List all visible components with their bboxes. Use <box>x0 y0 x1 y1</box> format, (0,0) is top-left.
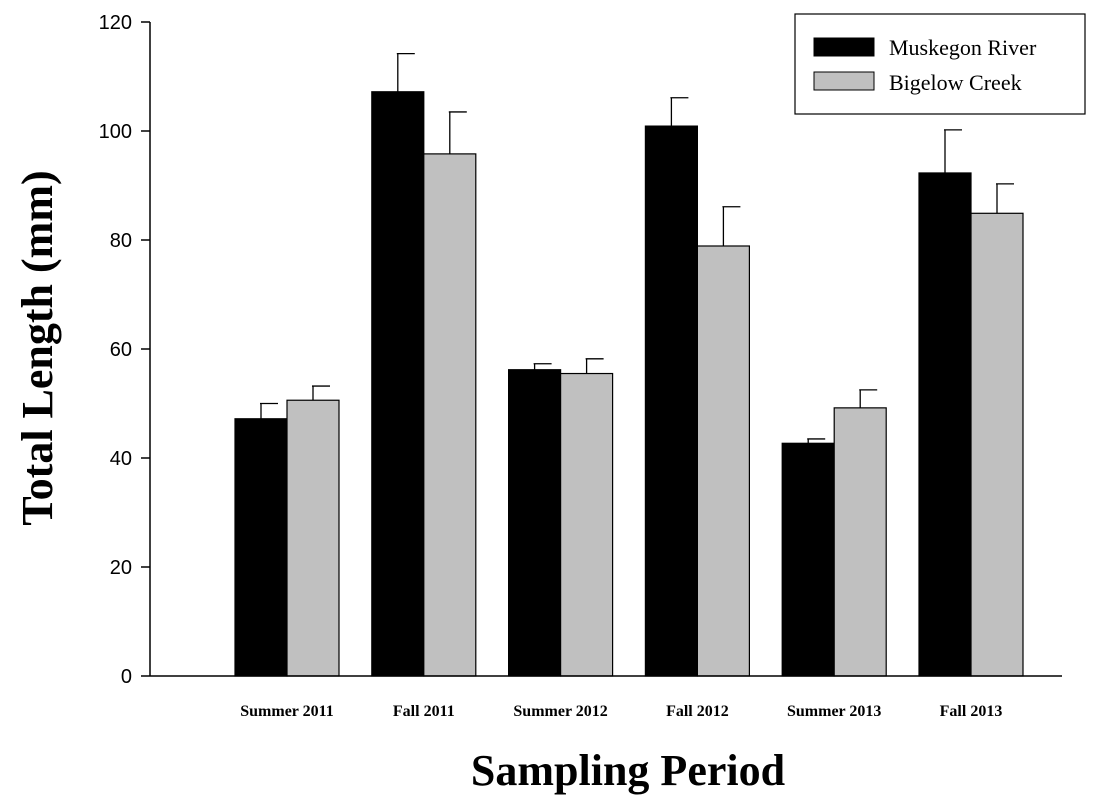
y-tick-label: 120 <box>99 12 132 34</box>
x-ticks: Summer 2011 Fall 2011 Summer 2012 Fall 2012… <box>240 703 1002 720</box>
bar-bigelow <box>696 245 751 677</box>
bar-muskegon <box>644 125 699 677</box>
bar-bigelow <box>559 372 614 677</box>
bar-muskegon <box>508 369 562 677</box>
x-tick-label: Fall 2013 <box>940 703 1003 720</box>
legend-swatch-bigelow <box>813 71 875 91</box>
x-axis-title: Sampling Period <box>471 746 785 795</box>
y-tick-label: 40 <box>110 448 132 470</box>
bar-muskegon <box>371 91 425 677</box>
x-tick-label: Fall 2012 <box>666 703 729 720</box>
bar-muskegon <box>918 172 972 677</box>
y-tick-label: 60 <box>110 339 132 361</box>
x-tick-label: Fall 2011 <box>393 703 455 720</box>
legend-label-bigelow: Bigelow Creek <box>889 70 1022 95</box>
bar-bigelow <box>286 399 340 677</box>
legend: Muskegon River Bigelow Creek <box>794 13 1086 115</box>
y-axis-title: Total Length (mm) <box>13 170 62 525</box>
bar-bigelow <box>423 153 477 677</box>
bar-bigelow <box>833 407 887 677</box>
y-tick-label: 0 <box>121 666 132 688</box>
y-tick-label: 80 <box>110 230 132 252</box>
x-tick-label: Summer 2011 <box>240 703 333 720</box>
bar-muskegon <box>781 442 835 677</box>
y-tick-label: 100 <box>99 121 132 143</box>
y-ticks: 0 20 40 60 80 100 120 <box>99 12 150 688</box>
legend-swatch-muskegon <box>813 37 875 57</box>
y-tick-label: 20 <box>110 557 132 579</box>
bars-layer <box>234 91 1024 677</box>
bar-muskegon <box>234 418 288 677</box>
x-tick-label: Summer 2013 <box>787 703 881 720</box>
legend-box <box>794 13 1086 115</box>
error-bars-layer <box>260 52 1014 444</box>
bar-bigelow <box>970 212 1024 677</box>
legend-label-muskegon: Muskegon River <box>889 35 1037 60</box>
x-tick-label: Summer 2012 <box>513 703 607 720</box>
